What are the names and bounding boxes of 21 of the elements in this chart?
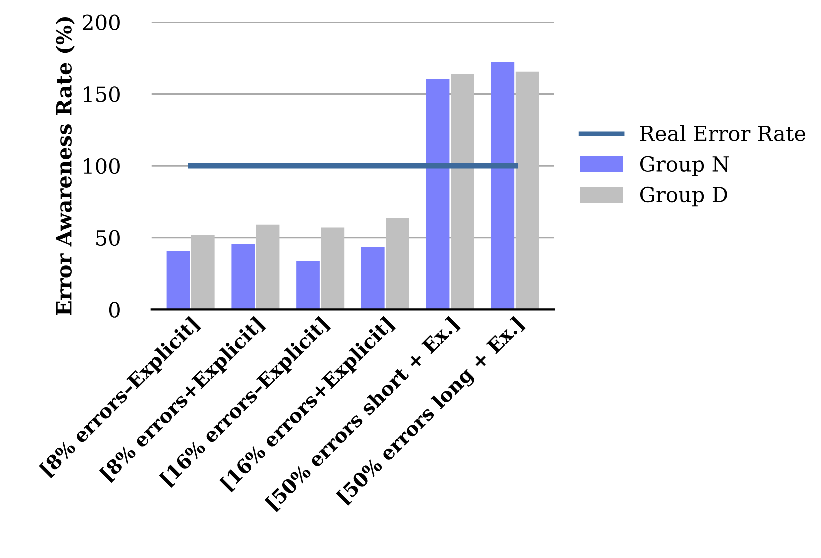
bar xyxy=(386,218,410,310)
y-tick-label: 50 xyxy=(96,230,120,246)
y-tick-label: 200 xyxy=(82,14,120,31)
legend-label: Group N xyxy=(640,156,730,176)
bar xyxy=(321,228,345,310)
y-axis-title: Error Awareness Rate (%) xyxy=(56,17,75,316)
y-tick-label: 0 xyxy=(109,302,120,318)
bar xyxy=(426,79,450,310)
bar xyxy=(256,224,280,310)
bar xyxy=(166,252,190,310)
legend-label: Group D xyxy=(640,186,728,207)
bar xyxy=(296,262,320,310)
bar xyxy=(451,74,474,310)
bar xyxy=(191,234,215,310)
y-tick-label: 100 xyxy=(84,158,120,174)
bar xyxy=(516,72,540,310)
legend-label: Real Error Rate xyxy=(640,125,806,142)
y-tick-label: 150 xyxy=(84,86,120,102)
bar xyxy=(232,244,256,310)
bar xyxy=(491,62,515,310)
bar xyxy=(361,247,385,310)
